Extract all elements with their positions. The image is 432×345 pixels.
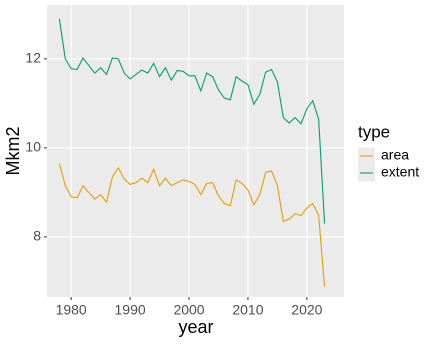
x-tick-label: 1980 — [56, 302, 87, 318]
y-tick-label: 12 — [25, 50, 41, 66]
x-axis-label: year — [178, 317, 213, 337]
y-axis-label: Mkm2 — [3, 127, 23, 176]
y-tick-label: 10 — [25, 139, 41, 155]
legend-label: extent — [381, 164, 419, 180]
series-line — [58, 18, 326, 224]
legend-title: type — [358, 122, 390, 141]
x-tick-label: 1990 — [115, 302, 146, 318]
x-tick-label: 2020 — [291, 302, 322, 318]
legend-label: area — [381, 147, 409, 163]
x-tick-label: 2000 — [173, 302, 204, 318]
x-tick-label: 2010 — [232, 302, 263, 318]
y-tick-label: 8 — [33, 228, 41, 244]
series-line — [58, 163, 326, 287]
panel — [47, 5, 344, 297]
